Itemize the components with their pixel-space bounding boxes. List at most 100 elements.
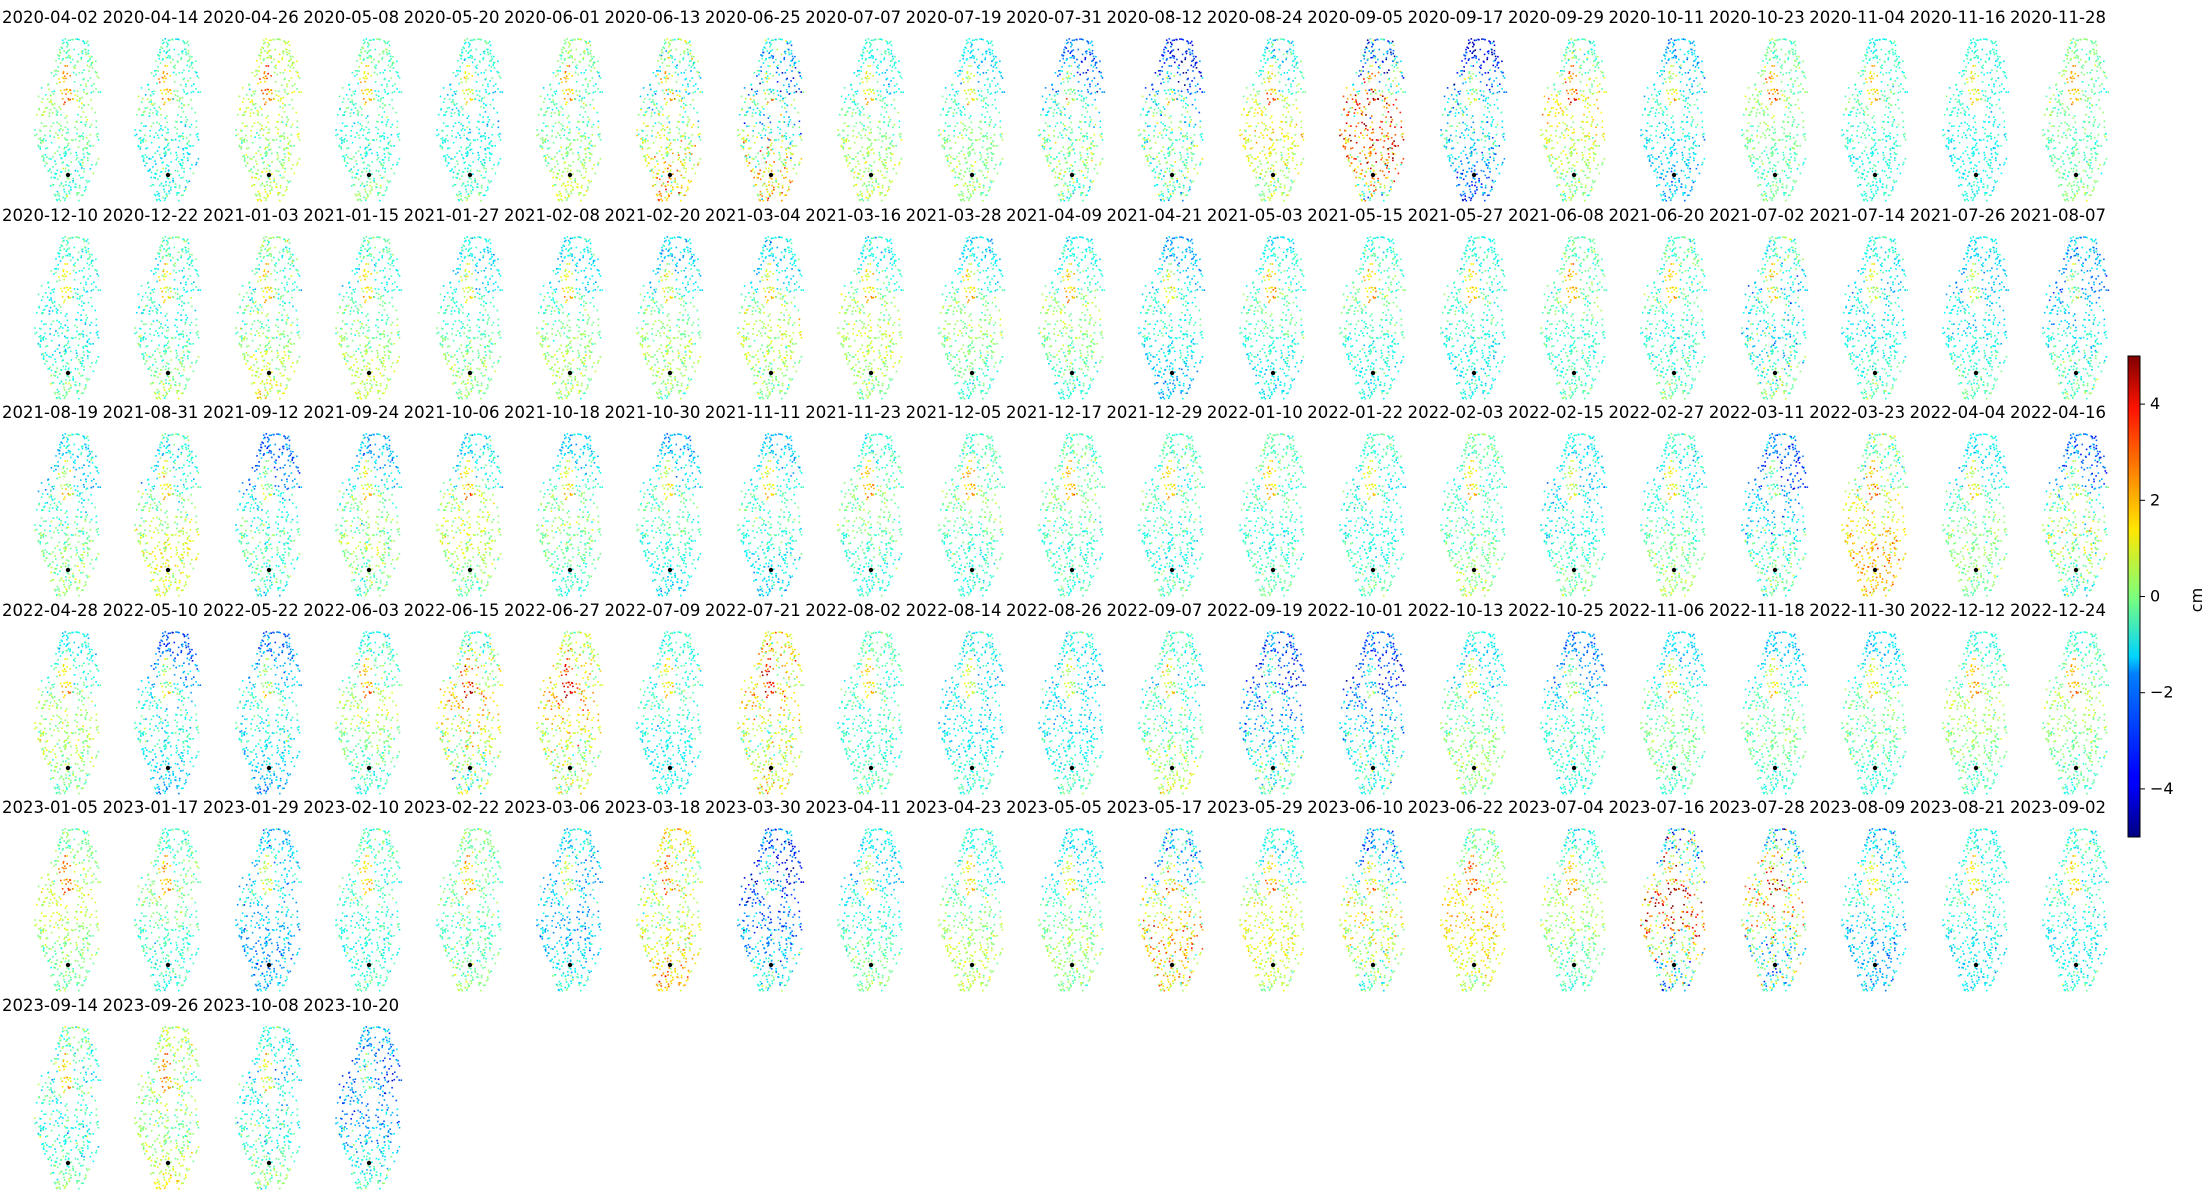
scatter-point — [769, 121, 771, 124]
scatter-point — [972, 98, 975, 101]
scatter-point — [345, 164, 347, 167]
scatter-point — [243, 160, 246, 162]
scatter-point — [90, 64, 92, 66]
scatter-point — [69, 89, 72, 91]
scatter-point — [684, 138, 687, 140]
scatter-point — [988, 186, 991, 188]
scatter-point — [249, 115, 251, 117]
scatter-point — [692, 91, 695, 94]
scatter-point — [858, 172, 861, 175]
scatter-point — [567, 56, 569, 59]
reference-point — [366, 172, 372, 178]
scatter-point — [455, 172, 458, 175]
scatter-point — [890, 44, 893, 47]
scatter-point — [546, 154, 549, 156]
scatter-point — [136, 113, 138, 116]
scatter-point — [1067, 77, 1069, 80]
scatter-point — [560, 195, 563, 197]
scatter-point — [649, 170, 652, 172]
scatter-point — [785, 135, 787, 138]
scatter-point — [161, 157, 163, 160]
scatter-point — [476, 138, 478, 141]
scatter-point — [265, 117, 267, 119]
scatter-point — [278, 160, 281, 163]
scatter-point — [651, 130, 654, 132]
scatter-point — [889, 181, 892, 184]
scatter-point — [163, 148, 166, 150]
scatter-point — [455, 107, 457, 109]
scatter-point — [297, 75, 299, 77]
scatter-point — [746, 164, 749, 167]
scatter-point — [847, 110, 849, 113]
scatter-point — [285, 186, 288, 188]
scatter-point — [186, 119, 189, 121]
scatter-point — [492, 123, 494, 126]
scatter-point — [189, 77, 192, 79]
scatter-point — [251, 101, 253, 103]
scatter-point — [162, 72, 165, 75]
scatter-point — [975, 58, 978, 61]
scatter-point — [755, 184, 758, 186]
scatter-point — [46, 106, 49, 109]
scatter-point — [56, 82, 58, 85]
scatter-point — [567, 138, 569, 141]
scatter-point — [1053, 135, 1055, 137]
scatter-point — [44, 107, 47, 109]
scatter-point — [891, 180, 894, 183]
scatter-point — [594, 145, 596, 147]
scatter-point — [898, 163, 900, 166]
scatter-point — [82, 104, 85, 106]
scatter-point — [160, 127, 162, 130]
scatter-point — [1000, 91, 1003, 93]
scatter-point — [570, 49, 573, 51]
scatter-point — [392, 55, 394, 58]
scatter-point — [562, 157, 565, 160]
scatter-point — [153, 93, 155, 95]
scatter-point — [653, 141, 655, 144]
scatter-point — [847, 107, 850, 109]
scatter-point — [167, 128, 170, 131]
scatter-point — [1072, 181, 1075, 184]
scatter-point — [52, 93, 55, 95]
scatter-point — [290, 167, 292, 170]
panel-scatter — [937, 38, 1005, 202]
scatter-point — [670, 190, 673, 192]
scatter-point — [886, 42, 889, 45]
scatter-point — [763, 157, 766, 160]
scatter-point — [457, 169, 460, 172]
scatter-point — [800, 77, 803, 79]
scatter-point — [63, 41, 65, 44]
scatter-point — [995, 61, 998, 64]
scatter-point — [367, 121, 370, 124]
scatter-point — [1103, 91, 1106, 93]
scatter-point — [790, 153, 792, 155]
scatter-point — [944, 101, 947, 103]
scatter-point — [269, 49, 271, 51]
scatter-point — [789, 92, 791, 95]
scatter-point — [55, 60, 57, 62]
scatter-point — [956, 176, 959, 179]
scatter-point — [580, 184, 583, 187]
scatter-point — [164, 199, 166, 201]
scatter-point — [900, 77, 903, 79]
scatter-point — [383, 138, 386, 140]
scatter-point — [898, 60, 900, 63]
scatter-point — [969, 194, 972, 197]
scatter-point — [175, 183, 177, 185]
scatter-point — [577, 158, 580, 161]
scatter-point — [644, 114, 647, 116]
scatter-point — [841, 107, 844, 110]
scatter-point — [563, 162, 565, 164]
scatter-point — [1071, 128, 1073, 131]
scatter-point — [287, 143, 289, 145]
scatter-point — [669, 139, 671, 141]
scatter-point — [672, 188, 674, 191]
scatter-point — [1088, 147, 1091, 149]
scatter-point — [645, 125, 648, 128]
scatter-point — [589, 44, 592, 47]
scatter-point — [368, 39, 371, 42]
scatter-point — [259, 198, 261, 200]
scatter-point — [463, 42, 466, 45]
scatter-point — [60, 127, 62, 130]
scatter-point — [274, 186, 277, 188]
